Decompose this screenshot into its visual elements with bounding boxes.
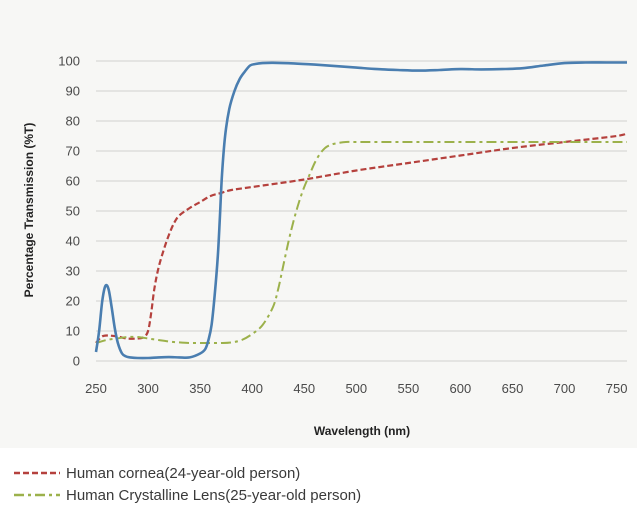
y-tick-label: 30 — [66, 264, 80, 279]
y-tick-label: 70 — [66, 144, 80, 159]
y-tick-label: 50 — [66, 204, 80, 219]
legend-swatch-lens — [14, 493, 60, 497]
x-tick-label: 350 — [189, 381, 211, 396]
legend: Human cornea(24-year-old person) Human C… — [14, 462, 614, 506]
legend-label-lens: Human Crystalline Lens(25-year-old perso… — [66, 486, 362, 504]
line-chart: 0 10 20 30 40 50 60 70 80 90 100 250 300 350 400 450 50… — [22, 54, 628, 439]
y-tick-label: 60 — [66, 174, 80, 189]
x-tick-label: 300 — [137, 381, 159, 396]
legend-label-cornea: Human cornea(24-year-old person) — [66, 464, 301, 482]
series-line-cornea — [95, 131, 628, 344]
x-axis-title: Wavelength (nm) — [314, 424, 410, 438]
series-layer — [94, 61, 628, 360]
legend-swatch-cornea — [14, 471, 60, 475]
y-tick-label: 0 — [73, 354, 80, 369]
x-tick-label: 700 — [554, 381, 576, 396]
legend-item-lens: Human Crystalline Lens(25-year-old perso… — [14, 484, 614, 506]
y-tick-label: 20 — [66, 294, 80, 309]
y-tick-label: 40 — [66, 234, 80, 249]
series-line-solid — [94, 61, 627, 360]
x-tick-label: 400 — [241, 381, 263, 396]
chart-panel: 0 10 20 30 40 50 60 70 80 90 100 250 300 350 400 450 50… — [22, 53, 628, 439]
y-tick-label: 90 — [66, 84, 80, 99]
x-tick-label: 600 — [450, 381, 472, 396]
y-axis-title: Percentage Transmission (%T) — [22, 123, 36, 298]
x-tick-label: 750 — [606, 381, 628, 396]
x-tick-label: 450 — [293, 381, 315, 396]
legend-item-cornea: Human cornea(24-year-old person) — [14, 462, 614, 484]
x-tick-label: 550 — [398, 381, 420, 396]
x-tick-label: 500 — [345, 381, 367, 396]
y-tick-label: 10 — [66, 324, 80, 339]
grid-lines — [96, 60, 627, 362]
x-tick-label: 650 — [502, 381, 524, 396]
x-axis-ticks: 250 300 350 400 450 500 550 600 650 700 750 — [85, 381, 627, 396]
x-tick-label: 250 — [85, 381, 107, 396]
series-line-lens — [95, 140, 627, 345]
y-tick-label: 100 — [58, 54, 80, 69]
y-axis-ticks: 0 10 20 30 40 50 60 70 80 90 100 — [58, 54, 80, 369]
y-tick-label: 80 — [66, 114, 80, 129]
